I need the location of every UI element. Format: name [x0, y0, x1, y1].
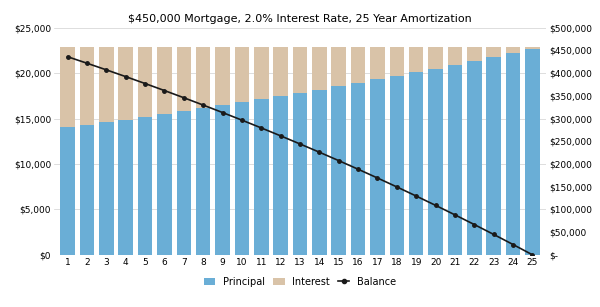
- Bar: [235, 102, 249, 255]
- Bar: [215, 47, 230, 105]
- Balance: [471, 223, 478, 226]
- Balance: [413, 194, 420, 198]
- Bar: [235, 47, 249, 102]
- Balance: [103, 68, 110, 72]
- Bar: [409, 47, 424, 72]
- Bar: [467, 47, 482, 61]
- Balance: [83, 61, 91, 65]
- Bar: [525, 47, 540, 49]
- Balance: [529, 253, 536, 257]
- Bar: [312, 90, 326, 255]
- Legend: Principal, Interest, Balance: Principal, Interest, Balance: [200, 273, 400, 291]
- Bar: [157, 47, 172, 114]
- Balance: [122, 75, 129, 79]
- Bar: [389, 76, 404, 255]
- Bar: [409, 72, 424, 255]
- Bar: [274, 47, 288, 96]
- Balance: [374, 176, 381, 180]
- Bar: [176, 47, 191, 111]
- Bar: [428, 69, 443, 255]
- Balance: [200, 103, 207, 107]
- Bar: [293, 93, 307, 255]
- Balance: [432, 204, 439, 207]
- Bar: [118, 47, 133, 119]
- Line: Balance: Balance: [66, 55, 534, 257]
- Bar: [351, 83, 365, 255]
- Bar: [448, 47, 462, 65]
- Bar: [467, 61, 482, 255]
- Balance: [64, 55, 71, 59]
- Balance: [257, 126, 265, 130]
- Balance: [355, 167, 362, 171]
- Bar: [138, 117, 152, 255]
- Bar: [99, 47, 113, 122]
- Bar: [370, 80, 385, 255]
- Balance: [393, 185, 400, 189]
- Bar: [448, 65, 462, 255]
- Bar: [196, 47, 211, 108]
- Bar: [487, 47, 501, 57]
- Balance: [142, 82, 149, 85]
- Bar: [351, 47, 365, 83]
- Bar: [506, 47, 520, 53]
- Bar: [254, 99, 269, 255]
- Bar: [99, 122, 113, 255]
- Bar: [80, 125, 94, 255]
- Bar: [370, 47, 385, 80]
- Bar: [487, 57, 501, 255]
- Bar: [293, 47, 307, 93]
- Balance: [180, 96, 187, 99]
- Bar: [138, 47, 152, 117]
- Bar: [428, 47, 443, 69]
- Bar: [331, 86, 346, 255]
- Balance: [451, 213, 458, 217]
- Bar: [215, 105, 230, 255]
- Bar: [60, 47, 75, 127]
- Bar: [331, 47, 346, 86]
- Balance: [238, 118, 245, 122]
- Bar: [60, 127, 75, 255]
- Bar: [506, 53, 520, 255]
- Title: $450,000 Mortgage, 2.0% Interest Rate, 25 Year Amortization: $450,000 Mortgage, 2.0% Interest Rate, 2…: [128, 14, 472, 24]
- Balance: [490, 233, 497, 236]
- Bar: [196, 108, 211, 255]
- Balance: [509, 243, 517, 246]
- Bar: [118, 119, 133, 255]
- Bar: [389, 47, 404, 76]
- Bar: [525, 49, 540, 255]
- Balance: [277, 134, 284, 138]
- Balance: [296, 142, 304, 146]
- Balance: [316, 150, 323, 154]
- Balance: [161, 89, 168, 92]
- Balance: [219, 111, 226, 115]
- Bar: [157, 114, 172, 255]
- Bar: [274, 96, 288, 255]
- Balance: [335, 159, 343, 162]
- Bar: [312, 47, 326, 90]
- Bar: [80, 47, 94, 125]
- Bar: [254, 47, 269, 99]
- Bar: [176, 111, 191, 255]
